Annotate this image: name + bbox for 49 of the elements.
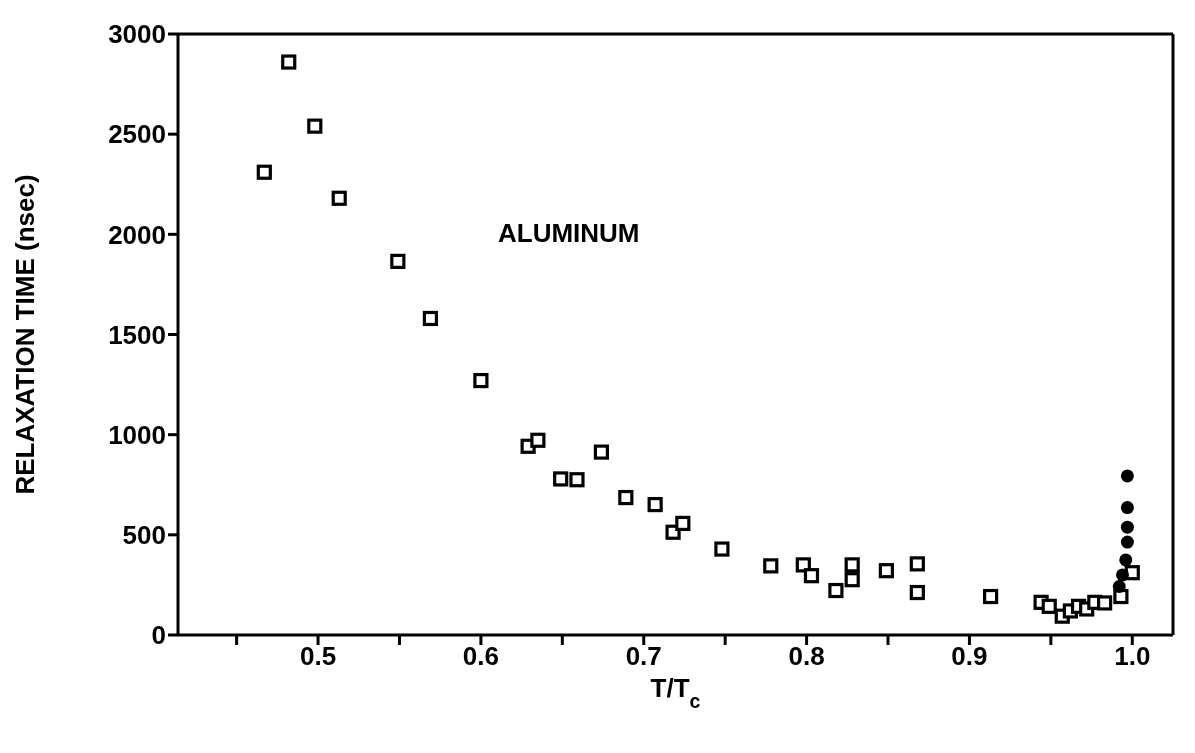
x-axis-title: T/T$_{c}$ (650, 673, 701, 712)
point (878, 563, 894, 579)
x-tick-label: 0.5 (299, 641, 337, 672)
point (1119, 553, 1133, 567)
annotation: ALUMINUM (498, 218, 640, 249)
x-tick-label: 0.9 (951, 641, 988, 672)
point (1112, 580, 1126, 594)
point (844, 572, 860, 588)
point (909, 556, 925, 572)
x-tick-label: 1.0 (1114, 641, 1151, 672)
point (647, 496, 663, 513)
x-tick-label: 0.7 (625, 641, 662, 672)
point (828, 582, 844, 599)
point (844, 557, 860, 573)
y-tick-label: 2000 (108, 219, 166, 250)
point (714, 541, 730, 557)
point (307, 118, 323, 134)
point (803, 568, 820, 584)
x-tick-label: 0.6 (462, 641, 499, 672)
point (281, 54, 297, 70)
y-tick-label: 1500 (108, 319, 166, 350)
y-tick-label: 1000 (108, 419, 166, 450)
point (1120, 501, 1134, 515)
point (1116, 568, 1130, 582)
y-tick-label: 500 (122, 520, 166, 551)
point (1120, 535, 1134, 549)
x-tick-label: 0.8 (788, 641, 825, 672)
point (473, 372, 489, 389)
point (618, 489, 634, 506)
y-tick-label: 2500 (108, 119, 166, 150)
point (256, 164, 272, 180)
y-tick-label: 0 (151, 620, 166, 651)
point (909, 584, 925, 601)
point (593, 444, 609, 460)
point (569, 472, 585, 488)
point (1041, 598, 1057, 614)
point (331, 190, 347, 206)
point (1120, 469, 1134, 483)
point (983, 588, 999, 605)
point (1120, 520, 1134, 534)
point (530, 432, 546, 448)
point (763, 558, 779, 574)
y-axis-title: RELAXATION TIME (nsec) (10, 174, 40, 495)
point (422, 310, 439, 327)
point (553, 471, 569, 487)
point (675, 515, 691, 532)
point (390, 253, 406, 269)
y-tick-label: 3000 (108, 19, 166, 50)
point (1097, 595, 1113, 611)
